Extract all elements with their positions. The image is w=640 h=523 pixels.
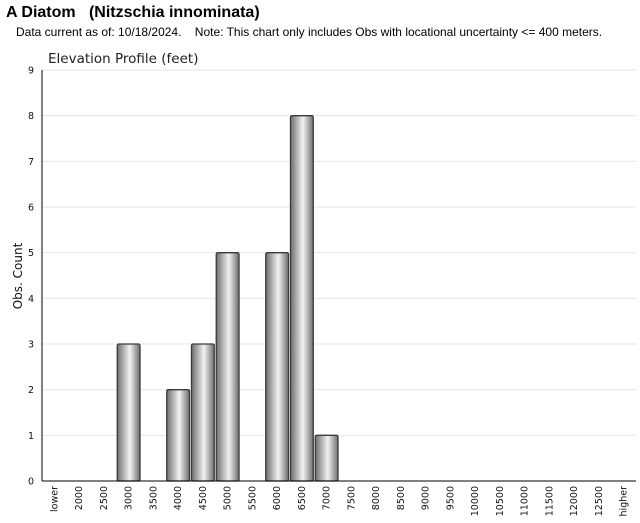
x-tick-label: 6500 xyxy=(297,486,308,510)
y-tick-label: 4 xyxy=(28,294,34,305)
x-tick-label: 7500 xyxy=(346,486,357,510)
x-tick-label: 8000 xyxy=(371,486,382,510)
x-tick-label: 10000 xyxy=(470,486,481,516)
x-tick-label: 7000 xyxy=(322,486,333,510)
y-tick-label: 1 xyxy=(28,431,34,442)
axes xyxy=(41,70,636,482)
y-axis-label: Obs. Count xyxy=(11,242,25,309)
y-tick-label: 2 xyxy=(28,385,34,396)
bar xyxy=(215,252,240,482)
bar xyxy=(289,115,314,482)
y-tick-label: 3 xyxy=(28,340,34,351)
x-tick-label: lower xyxy=(49,486,60,512)
y-tick-label: 0 xyxy=(28,477,34,488)
x-tick-label: 5000 xyxy=(223,486,234,510)
x-tick-label: 12500 xyxy=(594,486,605,516)
x-tick-label: 4000 xyxy=(173,486,184,510)
grid-lines xyxy=(42,69,636,436)
bar xyxy=(166,389,191,482)
bars xyxy=(116,115,339,482)
chart-title: Elevation Profile (feet) xyxy=(48,51,198,67)
x-tick-label: 12000 xyxy=(569,486,580,516)
x-tick-label: 4500 xyxy=(198,486,209,510)
x-tick-label: 8500 xyxy=(396,486,407,510)
x-tick-label: 5500 xyxy=(247,486,258,510)
data-currency-note: Data current as of: 10/18/2024. Note: Th… xyxy=(16,25,603,39)
x-tick-label: 2500 xyxy=(99,486,110,510)
y-tick-label: 6 xyxy=(28,203,34,214)
x-tick-label: higher xyxy=(619,486,630,517)
chart-species-title: A Diatom (Nitzschia innominata) xyxy=(6,4,260,21)
x-tick-label: 3000 xyxy=(124,486,135,510)
x-tick-label: 10500 xyxy=(495,486,506,516)
y-tick-label: 9 xyxy=(28,66,34,77)
x-tick-label: 6000 xyxy=(272,486,283,510)
x-tick-labels: lower 2000 2500 3000 3500 4000 4500 5000 5500 600… xyxy=(49,486,629,517)
y-tick-labels: 0 1 2 3 4 5 6 7 8 9 xyxy=(28,66,34,488)
y-tick-label: 8 xyxy=(28,111,34,122)
y-tick-label: 5 xyxy=(28,248,34,259)
bar xyxy=(116,343,141,482)
x-tick-label: 9500 xyxy=(445,486,456,510)
x-tick-label: 2000 xyxy=(74,486,85,510)
x-tick-label: 3500 xyxy=(148,486,159,510)
y-tick-label: 7 xyxy=(28,157,34,168)
x-tick-label: 9000 xyxy=(421,486,432,510)
bar xyxy=(265,252,290,482)
bar xyxy=(314,434,339,482)
bar xyxy=(190,343,215,482)
x-tick-label: 11500 xyxy=(544,486,555,516)
x-tick-label: 11000 xyxy=(520,486,531,516)
